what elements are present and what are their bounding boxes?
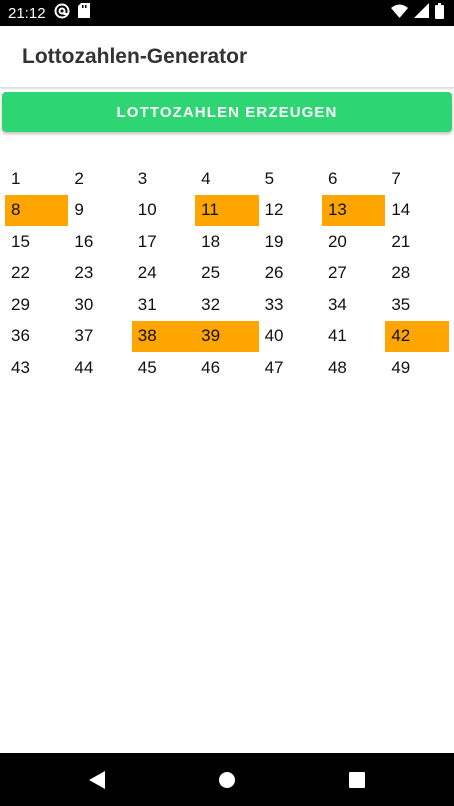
number-cell: 18 bbox=[195, 226, 258, 258]
number-cell: 9 bbox=[68, 195, 131, 227]
number-cell: 17 bbox=[132, 226, 195, 258]
back-icon[interactable] bbox=[82, 765, 112, 795]
number-cell: 5 bbox=[259, 163, 322, 195]
number-cell: 32 bbox=[195, 289, 258, 321]
number-cell: 27 bbox=[322, 258, 385, 290]
number-cell: 30 bbox=[68, 289, 131, 321]
number-cell: 24 bbox=[132, 258, 195, 290]
number-cell: 29 bbox=[5, 289, 68, 321]
number-cell: 3 bbox=[132, 163, 195, 195]
number-cell: 22 bbox=[5, 258, 68, 290]
number-cell: 37 bbox=[68, 321, 131, 353]
number-cell: 26 bbox=[259, 258, 322, 290]
generate-numbers-button[interactable]: LOTTOZAHLEN ERZEUGEN bbox=[2, 92, 452, 132]
number-cell: 48 bbox=[322, 352, 385, 384]
number-cell-drawn: 39 bbox=[195, 321, 258, 353]
number-cell: 43 bbox=[5, 352, 68, 384]
number-grid: 1 2 3 4 5 6 7 8 9 10 11 12 13 14 15 16 17 18 19 20 21 22 23 24 2… bbox=[5, 163, 449, 384]
number-cell: 47 bbox=[259, 352, 322, 384]
number-cell: 33 bbox=[259, 289, 322, 321]
number-cell: 25 bbox=[195, 258, 258, 290]
number-cell-drawn: 38 bbox=[132, 321, 195, 353]
navigation-bar bbox=[0, 753, 454, 806]
battery-icon bbox=[435, 3, 444, 24]
number-cell: 45 bbox=[132, 352, 195, 384]
app-bar: Lottozahlen-Generator bbox=[0, 26, 454, 88]
number-cell: 16 bbox=[68, 226, 131, 258]
number-cell: 7 bbox=[385, 163, 448, 195]
number-cell: 19 bbox=[259, 226, 322, 258]
number-cell-drawn: 11 bbox=[195, 195, 258, 227]
sd-card-icon bbox=[78, 3, 90, 23]
number-cell: 31 bbox=[132, 289, 195, 321]
number-cell: 44 bbox=[68, 352, 131, 384]
number-cell: 23 bbox=[68, 258, 131, 290]
number-cell: 2 bbox=[68, 163, 131, 195]
status-time: 21:12 bbox=[8, 5, 46, 22]
number-cell: 41 bbox=[322, 321, 385, 353]
recents-icon[interactable] bbox=[342, 765, 372, 795]
number-cell: 36 bbox=[5, 321, 68, 353]
number-cell: 1 bbox=[5, 163, 68, 195]
number-cell: 35 bbox=[385, 289, 448, 321]
number-cell: 20 bbox=[322, 226, 385, 258]
signal-icon bbox=[414, 3, 429, 23]
status-left: 21:12 bbox=[8, 3, 90, 24]
status-bar: 21:12 bbox=[0, 0, 454, 26]
number-cell: 10 bbox=[132, 195, 195, 227]
number-cell: 4 bbox=[195, 163, 258, 195]
number-cell: 14 bbox=[385, 195, 448, 227]
wifi-icon bbox=[391, 4, 408, 23]
number-cell: 15 bbox=[5, 226, 68, 258]
number-cell: 49 bbox=[385, 352, 448, 384]
status-right bbox=[391, 3, 444, 24]
number-cell: 46 bbox=[195, 352, 258, 384]
number-cell-drawn: 8 bbox=[5, 195, 68, 227]
number-cell: 34 bbox=[322, 289, 385, 321]
number-cell: 6 bbox=[322, 163, 385, 195]
number-cell: 12 bbox=[259, 195, 322, 227]
at-sign-icon bbox=[54, 3, 70, 24]
number-cell-drawn: 42 bbox=[385, 321, 448, 353]
number-cell-drawn: 13 bbox=[322, 195, 385, 227]
number-cell: 21 bbox=[385, 226, 448, 258]
app-title: Lottozahlen-Generator bbox=[22, 45, 247, 69]
number-cell: 28 bbox=[385, 258, 448, 290]
number-cell: 40 bbox=[259, 321, 322, 353]
home-icon[interactable] bbox=[212, 765, 242, 795]
